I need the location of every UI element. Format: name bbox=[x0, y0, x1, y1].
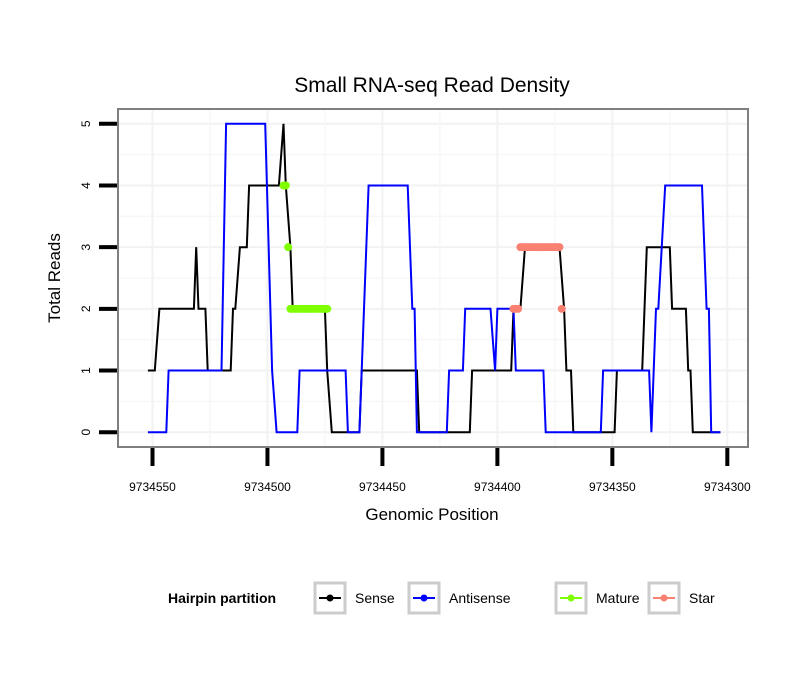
data-point-mature bbox=[284, 243, 293, 252]
series-mature bbox=[279, 181, 332, 313]
legend-item-star: Star bbox=[647, 581, 715, 615]
legend-item-mature: Mature bbox=[554, 581, 640, 615]
x-tick-label: 9734300 bbox=[704, 480, 751, 494]
legend-label-antisense: Antisense bbox=[449, 590, 511, 606]
legend-label-sense: Sense bbox=[355, 590, 395, 606]
legend-point-mature bbox=[567, 594, 575, 602]
data-point-star bbox=[555, 243, 564, 252]
y-tick-label: 1 bbox=[79, 367, 93, 374]
legend-point-antisense bbox=[420, 594, 428, 602]
x-tick-label: 9734550 bbox=[129, 480, 176, 494]
legend-item-antisense: Antisense bbox=[407, 581, 511, 615]
x-axis: 9734550 9734500 9734450 9734400 9734350 97343… bbox=[129, 448, 751, 494]
series-star bbox=[509, 243, 566, 313]
y-tick-label: 4 bbox=[79, 182, 93, 189]
x-tick-label: 9734350 bbox=[589, 480, 636, 494]
legend-point-star bbox=[660, 594, 668, 602]
y-tick-label: 2 bbox=[79, 305, 93, 312]
legend: Hairpin partition Sense Antisense Mature St… bbox=[168, 581, 715, 615]
series-sense bbox=[147, 123, 721, 434]
data-point-star bbox=[514, 304, 523, 313]
data-point-mature bbox=[323, 304, 332, 313]
chart-title: Small RNA-seq Read Density bbox=[294, 74, 570, 97]
legend-label-star: Star bbox=[689, 590, 715, 606]
y-tick-label: 0 bbox=[79, 429, 93, 436]
legend-title: Hairpin partition bbox=[168, 590, 276, 606]
y-axis: 0 1 2 3 4 5 bbox=[79, 120, 117, 436]
data-point-mature bbox=[281, 181, 290, 190]
data-point-star bbox=[557, 304, 566, 313]
legend-item-sense: Sense bbox=[313, 581, 395, 615]
legend-label-mature: Mature bbox=[596, 590, 640, 606]
x-tick-label: 9734400 bbox=[474, 480, 521, 494]
y-tick-label: 3 bbox=[79, 244, 93, 251]
x-axis-title: Genomic Position bbox=[365, 505, 498, 524]
series-antisense bbox=[147, 122, 721, 434]
series-layer bbox=[147, 122, 721, 434]
x-tick-label: 9734500 bbox=[244, 480, 291, 494]
series-line-antisense bbox=[147, 122, 721, 434]
series-line-sense bbox=[147, 123, 721, 434]
legend-point-sense bbox=[326, 594, 334, 602]
plot-panel bbox=[117, 108, 749, 448]
y-tick-label: 5 bbox=[79, 120, 93, 127]
x-tick-label: 9734450 bbox=[359, 480, 406, 494]
plot-border bbox=[117, 108, 749, 448]
y-axis-title: Total Reads bbox=[45, 233, 64, 323]
